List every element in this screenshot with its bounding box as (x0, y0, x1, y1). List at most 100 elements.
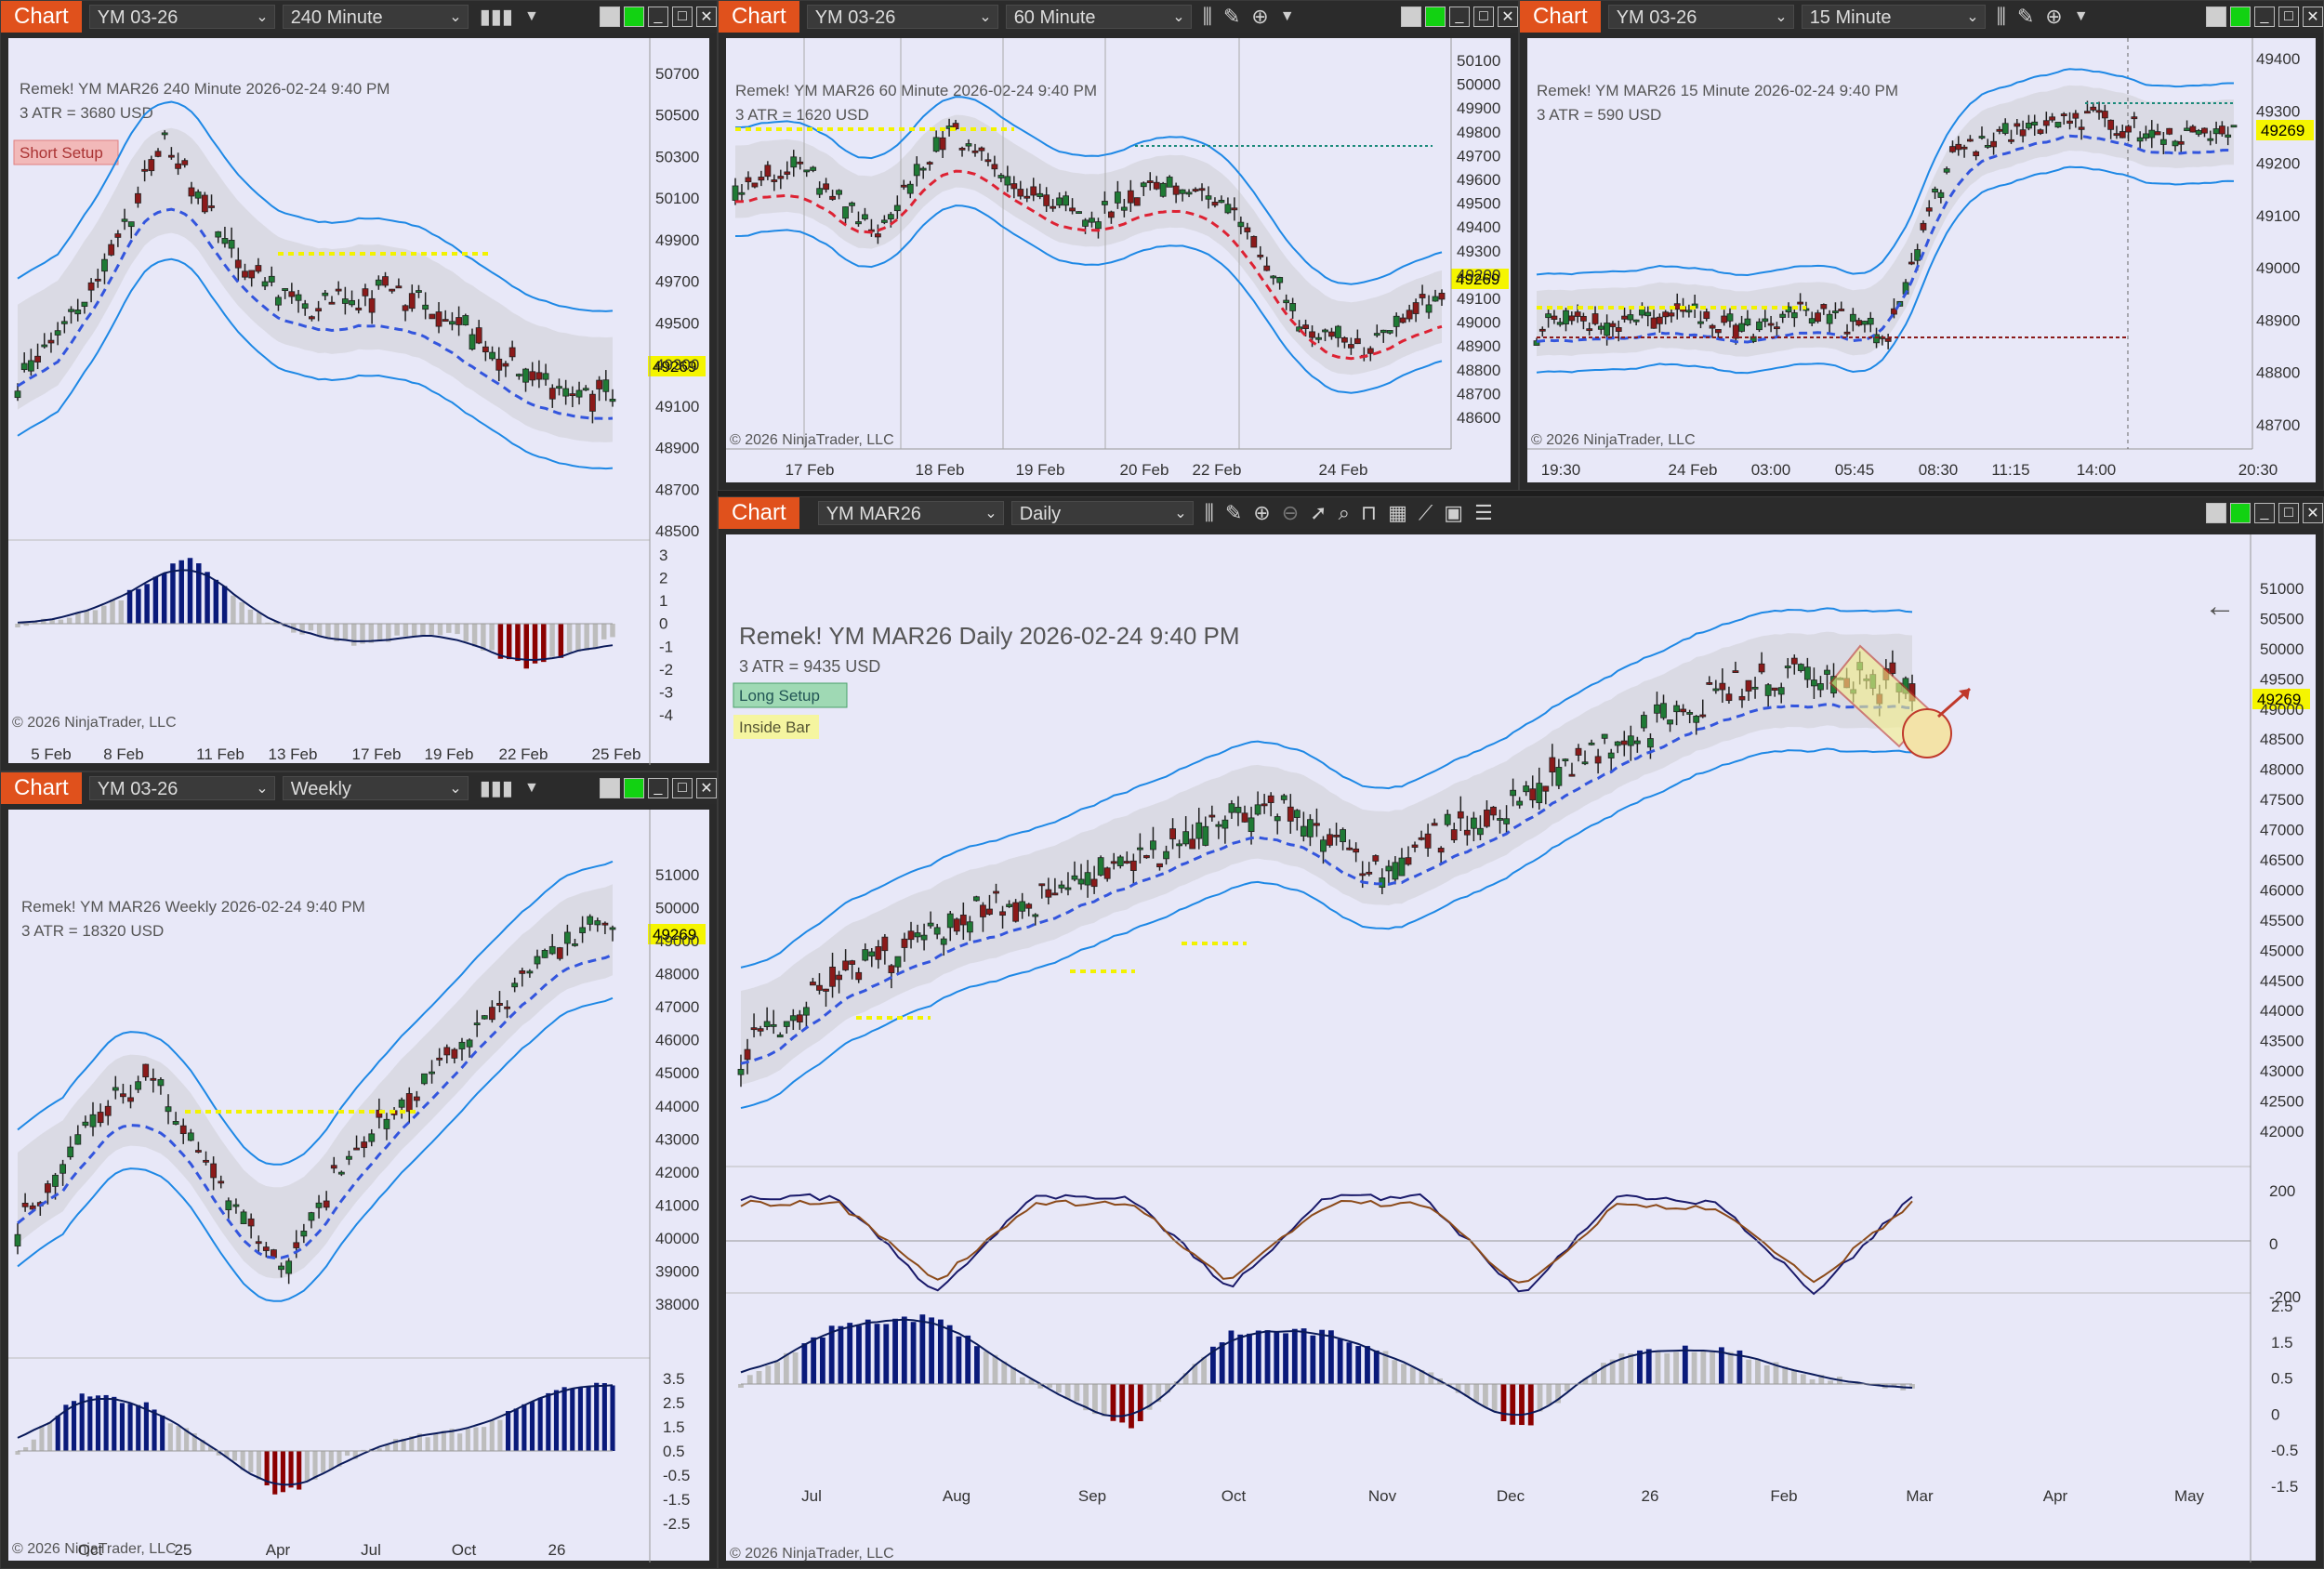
drawing-tool-icon[interactable]: ✎ (2016, 5, 2035, 28)
dropdown-arrow-icon[interactable]: ▼ (1279, 8, 1295, 24)
interval-selector[interactable]: Daily ⌄ (1010, 501, 1194, 525)
chart-panel[interactable]: Remek! YM MAR26 240 Minute 2026-02-24 9:… (8, 38, 711, 765)
candle-body (991, 164, 998, 170)
histogram-bar (297, 1451, 302, 1490)
list-icon[interactable]: ☰ (1474, 501, 1493, 524)
candle-body (836, 190, 842, 195)
dropdown-arrow-icon[interactable]: ▼ (2073, 8, 2089, 24)
data-box-icon[interactable]: ⌕ (1338, 501, 1350, 524)
minimize-button[interactable]: _ (648, 7, 668, 27)
zoom-out-icon[interactable]: ⊖ (1281, 501, 1300, 524)
candle-body (1032, 914, 1039, 917)
chart-panel[interactable]: Remek! YM MAR26 Weekly 2026-02-24 9:40 P… (8, 810, 711, 1562)
maximize-button[interactable]: □ (672, 778, 693, 798)
maximize-button[interactable]: □ (672, 7, 693, 27)
drawing-tool-icon[interactable]: ✎ (1222, 5, 1241, 28)
instrument-selector[interactable]: YM 03-26 ⌄ (88, 5, 275, 29)
candle-body (1386, 330, 1393, 334)
chart-panel[interactable]: Remek! YM MAR26 15 Minute 2026-02-24 9:4… (1527, 38, 2316, 482)
maximize-button[interactable]: □ (2278, 503, 2299, 523)
price-axis-label: 50500 (2260, 610, 2304, 627)
strategies-icon[interactable]: ⟋ (1418, 501, 1433, 524)
back-arrow-icon[interactable]: ← (2204, 588, 2236, 624)
link-button[interactable] (600, 7, 620, 27)
zoom-in-icon[interactable]: ⊕ (1251, 5, 1269, 28)
instrument-selector[interactable]: YM 03-26 ⌄ (806, 5, 998, 29)
candle-body (1261, 803, 1268, 807)
time-axis-label: Jul (361, 1541, 381, 1559)
chart-canvas[interactable]: Remek! YM MAR26 240 Minute 2026-02-24 9:… (8, 38, 711, 765)
close-button[interactable]: ✕ (696, 778, 717, 798)
candle-body (442, 319, 449, 323)
candle-body (451, 1048, 458, 1059)
close-button[interactable]: ✕ (2303, 7, 2323, 27)
link-button[interactable] (2206, 7, 2226, 27)
candle-body (1333, 835, 1340, 837)
chart-menu-button[interactable]: Chart (1520, 1, 1601, 33)
candle-body (563, 931, 571, 944)
link-status-icon[interactable] (1425, 7, 1446, 27)
close-button[interactable]: ✕ (2303, 503, 2323, 523)
maximize-button[interactable]: □ (2278, 7, 2299, 27)
candle-body (67, 1146, 74, 1158)
histogram-bar (892, 1318, 898, 1384)
minimize-button[interactable]: _ (2254, 503, 2275, 523)
candle-body (842, 206, 849, 219)
minimize-button[interactable]: _ (1449, 7, 1470, 27)
candle-body (986, 908, 993, 916)
maximize-button[interactable]: □ (1473, 7, 1494, 27)
chart-canvas[interactable]: Remek! YM MAR26 60 Minute 2026-02-24 9:4… (726, 38, 1512, 484)
interval-selector[interactable]: 15 Minute ⌄ (1801, 5, 1986, 29)
chart-menu-button[interactable]: Chart (1, 772, 82, 804)
link-status-icon[interactable] (624, 7, 644, 27)
instrument-selector[interactable]: YM 03-26 ⌄ (1607, 5, 1794, 29)
interval-selector[interactable]: 240 Minute ⌄ (282, 5, 469, 29)
histogram-bar (256, 1451, 262, 1480)
dropdown-arrow-icon[interactable]: ▼ (524, 8, 539, 24)
bar-type-icon[interactable]: ▮▮▮ (479, 776, 514, 799)
bar-type-icon[interactable]: ⫼ (1996, 5, 2006, 28)
dropdown-arrow-icon[interactable]: ▼ (524, 780, 539, 796)
chart-panel[interactable]: Remek! YM MAR26 60 Minute 2026-02-24 9:4… (726, 38, 1511, 482)
link-status-icon[interactable] (2230, 503, 2251, 523)
bar-type-icon[interactable]: ▮▮▮ (479, 5, 514, 28)
candle-body (14, 1233, 21, 1246)
properties-icon[interactable]: ▣ (1444, 501, 1464, 524)
interval-selector[interactable]: 60 Minute ⌄ (1005, 5, 1192, 29)
candle-body (940, 938, 947, 945)
screenshot-icon[interactable]: ▦ (1388, 501, 1407, 524)
link-status-icon[interactable] (624, 778, 644, 798)
templates-icon[interactable]: ⊓ (1360, 501, 1378, 524)
zoom-in-icon[interactable]: ⊕ (2045, 5, 2063, 28)
close-button[interactable]: ✕ (1498, 7, 1518, 27)
candle-body (1523, 785, 1530, 793)
chart-canvas[interactable]: Remek! YM MAR26 Daily 2026-02-24 9:40 PM… (726, 534, 2317, 1562)
chart-panel[interactable]: Remek! YM MAR26 Daily 2026-02-24 9:40 PM… (726, 534, 2317, 1562)
link-status-icon[interactable] (2230, 7, 2251, 27)
link-button[interactable] (600, 778, 620, 798)
histogram-bar (901, 1316, 907, 1384)
histogram-bar (152, 1409, 157, 1451)
bar-type-icon[interactable]: ⫼ (1202, 5, 1212, 28)
interval-selector[interactable]: Weekly ⌄ (282, 776, 469, 800)
chart-menu-button[interactable]: Chart (719, 1, 799, 33)
time-axis-label: Apr (2043, 1487, 2068, 1505)
close-button[interactable]: ✕ (696, 7, 717, 27)
candle-body (893, 204, 901, 212)
chart-menu-button[interactable]: Chart (719, 497, 799, 529)
candle-body (594, 920, 601, 926)
bar-type-icon[interactable]: ⫼ (1204, 501, 1214, 524)
chart-menu-button[interactable]: Chart (1, 1, 82, 33)
pointer-icon[interactable]: ➚ (1310, 501, 1327, 524)
candle-body (2172, 140, 2179, 147)
minimize-button[interactable]: _ (648, 778, 668, 798)
minimize-button[interactable]: _ (2254, 7, 2275, 27)
chart-canvas[interactable]: Remek! YM MAR26 Weekly 2026-02-24 9:40 P… (8, 810, 711, 1562)
link-button[interactable] (2206, 503, 2226, 523)
zoom-in-icon[interactable]: ⊕ (1253, 501, 1271, 524)
drawing-tool-icon[interactable]: ✎ (1224, 501, 1243, 524)
link-button[interactable] (1401, 7, 1421, 27)
instrument-selector[interactable]: YM 03-26 ⌄ (88, 776, 275, 800)
instrument-selector[interactable]: YM MAR26 ⌄ (817, 501, 1004, 525)
chart-canvas[interactable]: Remek! YM MAR26 15 Minute 2026-02-24 9:4… (1527, 38, 2317, 484)
